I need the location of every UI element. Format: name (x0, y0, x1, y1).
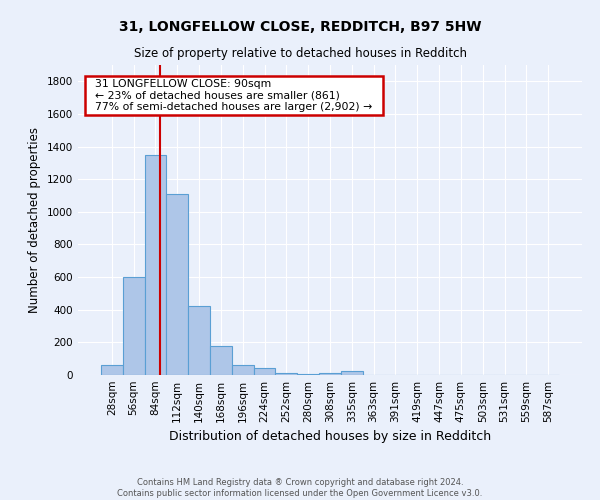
Bar (145, 154, 166, 375)
Bar (188, 306, 210, 375)
Bar (123, 277, 145, 375)
Text: Size of property relative to detached houses in Redditch: Size of property relative to detached ho… (133, 48, 467, 60)
Bar (166, 194, 188, 375)
Text: 31, LONGFELLOW CLOSE, REDDITCH, B97 5HW: 31, LONGFELLOW CLOSE, REDDITCH, B97 5HW (119, 20, 481, 34)
Bar (275, 372, 297, 375)
Text: 31 LONGFELLOW CLOSE: 90sqm  
  ← 23% of detached houses are smaller (861)  
  77: 31 LONGFELLOW CLOSE: 90sqm ← 23% of deta… (88, 79, 379, 112)
Bar (297, 374, 319, 375)
Bar (101, 365, 123, 375)
Bar (210, 346, 232, 375)
Bar (319, 372, 341, 375)
Bar (254, 368, 275, 375)
Bar (232, 365, 254, 375)
X-axis label: Distribution of detached houses by size in Redditch: Distribution of detached houses by size … (169, 430, 491, 444)
Y-axis label: Number of detached properties: Number of detached properties (28, 127, 41, 313)
Text: Contains HM Land Registry data ® Crown copyright and database right 2024.
Contai: Contains HM Land Registry data ® Crown c… (118, 478, 482, 498)
Bar (341, 371, 363, 375)
